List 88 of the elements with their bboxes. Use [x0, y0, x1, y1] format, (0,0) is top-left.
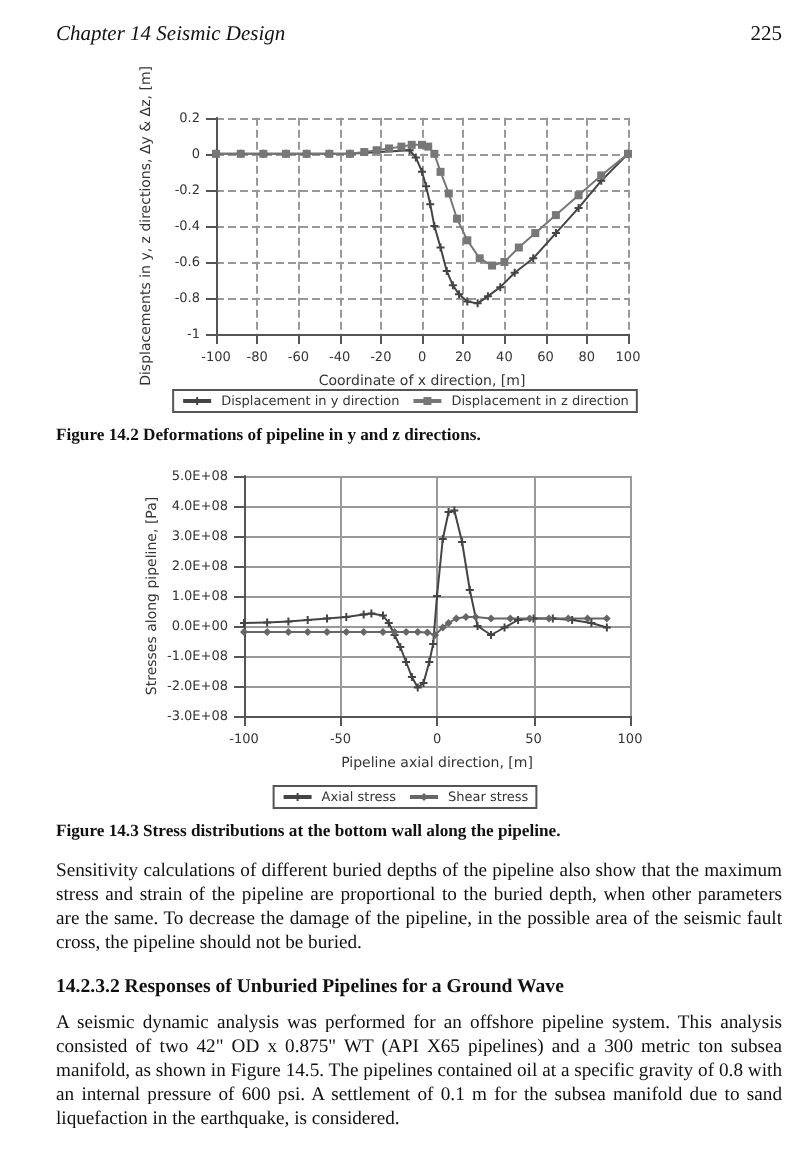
- point: [551, 229, 560, 238]
- point: [396, 643, 405, 651]
- text: Chapter 14 Seismic Design: [56, 24, 286, 46]
- point: [483, 292, 492, 301]
- point: [418, 167, 426, 176]
- point: [359, 610, 368, 619]
- text: 14.2.3.2 Responses of Unburied Pipelines for a Ground Wave: [56, 976, 564, 998]
- point: [506, 614, 515, 623]
- point: [342, 613, 351, 621]
- point: [463, 236, 472, 245]
- text: Sensitivity calculations of different buried depths of the pipeline also show that the maximum stress and strain of the pipeline are proportional to the buried depth, when other parameters are the same. To decrease the damage of the pipeline, in the possible area of the seismic fault cross, the pipeline should not be buried.: [56, 860, 782, 956]
- point: [431, 631, 440, 639]
- point: [284, 617, 293, 626]
- point: [284, 628, 293, 636]
- point: [422, 182, 431, 191]
- point: [551, 211, 560, 220]
- point: [450, 506, 459, 515]
- point: [487, 631, 496, 639]
- point: [367, 609, 376, 618]
- point: [430, 221, 439, 230]
- point: [419, 679, 428, 687]
- point: [602, 623, 611, 632]
- point: [402, 658, 411, 666]
- point: [500, 623, 509, 632]
- point: [378, 611, 387, 620]
- point: [602, 614, 611, 623]
- point: [429, 640, 438, 648]
- point: [433, 592, 441, 600]
- point: [438, 623, 447, 632]
- point: [463, 297, 472, 306]
- point: [430, 149, 439, 158]
- point: [461, 613, 470, 621]
- point: [303, 616, 312, 624]
- point: [458, 538, 467, 546]
- point: [413, 683, 422, 692]
- caption: Figure 14.3 Stress distributions at the bottom wall along the pipeline.: [56, 820, 563, 840]
- point: [425, 658, 434, 666]
- point: [587, 619, 596, 627]
- text: 225: [750, 24, 782, 46]
- point: [583, 614, 592, 623]
- point: [240, 628, 248, 636]
- point: [455, 290, 464, 299]
- point: [397, 142, 406, 151]
- point: [510, 268, 519, 277]
- point: [303, 628, 312, 636]
- point: [413, 628, 422, 636]
- point: [436, 243, 445, 252]
- point: [359, 628, 368, 636]
- point: [423, 628, 432, 637]
- point: [487, 614, 496, 623]
- point: [453, 214, 462, 223]
- point: [384, 619, 393, 627]
- point: [514, 243, 523, 252]
- point: [322, 614, 331, 623]
- point: [471, 613, 480, 621]
- point: [597, 171, 606, 180]
- point: [385, 144, 394, 153]
- point: [411, 153, 420, 162]
- point: [424, 142, 433, 151]
- point: [360, 148, 369, 157]
- caption: Figure 14.2 Deformations of pipeline in y and z directions.: [56, 424, 483, 444]
- point: [372, 146, 381, 155]
- point: [438, 535, 447, 543]
- point: [574, 191, 583, 200]
- point: [444, 619, 453, 627]
- point: [500, 257, 509, 266]
- point: [514, 616, 523, 624]
- point: [448, 281, 457, 290]
- point: [475, 254, 484, 263]
- point: [496, 283, 505, 292]
- point: [452, 614, 461, 623]
- point: [342, 628, 351, 636]
- point: [488, 261, 497, 270]
- point: [529, 254, 538, 263]
- text: A seismic dynamic analysis was performed for an offshore pipeline system. This analysis consisted of two 42" OD x 0.875" WT (API X65 pipelines) and a 300 metric ton subsea manifold, as shown in Figure 14.5. The pipelines contained oil at a specific gravity of 0.8 with an internal pressure of 600 psi. A settlement of 0.1 m for the subsea manifold due to sand liquefaction in the earthquake, is considered.: [56, 1012, 782, 1132]
- point: [407, 673, 416, 681]
- point: [263, 618, 272, 627]
- point: [436, 167, 445, 176]
- point: [473, 299, 482, 308]
- point: [473, 622, 482, 630]
- point: [407, 140, 416, 149]
- point: [442, 266, 451, 275]
- point: [240, 619, 248, 627]
- point: [444, 189, 453, 198]
- point: [531, 229, 540, 238]
- point: [465, 586, 474, 594]
- point: [426, 200, 435, 209]
- point: [574, 203, 583, 212]
